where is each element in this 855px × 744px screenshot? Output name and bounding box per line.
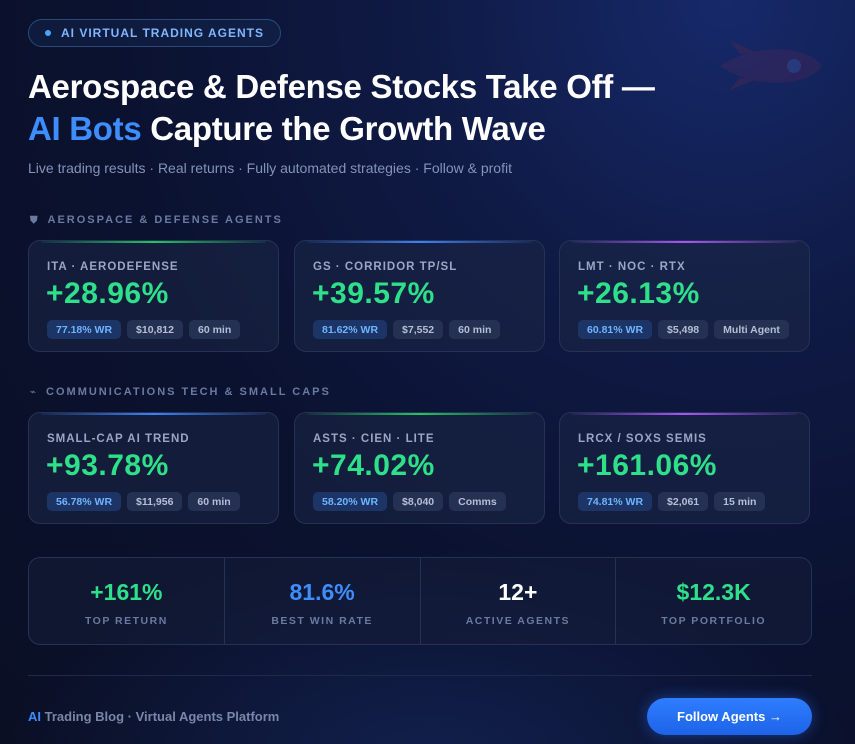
agent-name: SMALL-CAP AI TREND [47, 433, 190, 445]
card-accent-line [572, 241, 797, 243]
card-accent-line [307, 413, 532, 415]
card-accent-line [41, 241, 266, 243]
footer-divider [28, 675, 812, 676]
timeframe-tag: 60 min [189, 320, 241, 339]
win-rate-tag: 81.62% WR [313, 320, 388, 339]
balance-tag: $2,061 [658, 492, 709, 511]
agent-name: ASTS · CIEN · LITE [313, 433, 435, 445]
balance-tag: $7,552 [393, 320, 444, 339]
stat-value: 12+ [498, 579, 538, 605]
agent-name: ITA · AERODEFENSE [47, 261, 179, 273]
category-tag: Comms [449, 492, 506, 511]
section-title: AEROSPACE & DEFENSE AGENTS [47, 214, 283, 226]
stat-value: +161% [90, 579, 163, 605]
rocket-icon [720, 40, 822, 90]
stat-value: 81.6% [289, 579, 355, 605]
stat-top-return: +161% TOP RETURN [29, 558, 224, 644]
title-highlight: AI Bots [28, 110, 142, 147]
agent-card[interactable]: GS · CORRIDOR TP/SL +39.57% 81.62% WR $7… [294, 240, 545, 352]
follow-agents-button[interactable]: Follow Agents → [647, 698, 812, 735]
section-label-aerospace: ⛊ AEROSPACE & DEFENSE AGENTS [30, 214, 283, 226]
agent-card[interactable]: LMT · NOC · RTX +26.13% 60.81% WR $5,498… [559, 240, 810, 352]
timeframe-tag: 60 min [449, 320, 501, 339]
title-line-2: Capture the Growth Wave [141, 110, 546, 147]
agent-card[interactable]: SMALL-CAP AI TREND +93.78% 56.78% WR $11… [28, 412, 279, 524]
satellite-icon: ⌁ [30, 386, 39, 398]
win-rate-tag: 60.81% WR [578, 320, 653, 339]
footer-brand: AI Trading Blog · Virtual Agents Platfor… [28, 709, 279, 724]
balance-tag: $8,040 [393, 492, 444, 511]
agent-return: +161.06% [577, 449, 717, 482]
agent-card[interactable]: LRCX / SOXS SEMIS +161.06% 74.81% WR $2,… [559, 412, 810, 524]
stat-label: TOP PORTFOLIO [661, 615, 767, 627]
footer-ai: AI [28, 709, 41, 724]
stat-active-agents: 12+ ACTIVE AGENTS [419, 558, 616, 644]
agent-name: LRCX / SOXS SEMIS [578, 433, 707, 445]
title-line-1: Aerospace & Defense Stocks Take Off — [28, 68, 655, 105]
timeframe-tag: 60 min [188, 492, 240, 511]
win-rate-tag: 74.81% WR [578, 492, 653, 511]
agent-return: +39.57% [312, 277, 435, 310]
stat-best-win-rate: 81.6% BEST WIN RATE [223, 558, 420, 644]
agent-card[interactable]: ASTS · CIEN · LITE +74.02% 58.20% WR $8,… [294, 412, 545, 524]
stat-top-portfolio: $12.3K TOP PORTFOLIO [615, 558, 811, 644]
card-accent-line [307, 241, 532, 243]
win-rate-tag: 56.78% WR [47, 492, 122, 511]
mode-tag: Multi Agent [714, 320, 789, 339]
stat-value: $12.3K [676, 579, 751, 605]
agent-return: +28.96% [46, 277, 169, 310]
timeframe-tag: 15 min [714, 492, 766, 511]
footer-text: Trading Blog · Virtual Agents Platform [41, 709, 280, 724]
shield-icon: ⛊ [30, 214, 40, 226]
section-title: COMMUNICATIONS TECH & SMALL CAPS [46, 386, 331, 398]
balance-tag: $5,498 [658, 320, 709, 339]
win-rate-tag: 58.20% WR [313, 492, 388, 511]
header-badge: AI VIRTUAL TRADING AGENTS [28, 19, 282, 47]
balance-tag: $11,956 [127, 492, 183, 511]
stats-bar: +161% TOP RETURN 81.6% BEST WIN RATE 12+… [28, 557, 812, 645]
badge-label: AI VIRTUAL TRADING AGENTS [61, 26, 265, 40]
card-accent-line [572, 413, 797, 415]
status-dot-icon [45, 30, 51, 36]
agent-return: +93.78% [46, 449, 169, 482]
stat-label: ACTIVE AGENTS [465, 615, 571, 627]
agent-return: +26.13% [577, 277, 700, 310]
agent-return: +74.02% [312, 449, 435, 482]
agent-name: GS · CORRIDOR TP/SL [313, 261, 458, 273]
win-rate-tag: 77.18% WR [47, 320, 122, 339]
agent-card[interactable]: ITA · AERODEFENSE +28.96% 77.18% WR $10,… [28, 240, 279, 352]
stat-label: TOP RETURN [84, 615, 168, 627]
stat-label: BEST WIN RATE [271, 615, 373, 627]
section-label-communications: ⌁ COMMUNICATIONS TECH & SMALL CAPS [30, 386, 331, 398]
page-title: Aerospace & Defense Stocks Take Off — AI… [28, 66, 655, 150]
agent-name: LMT · NOC · RTX [578, 261, 686, 273]
balance-tag: $10,812 [127, 320, 183, 339]
page-subtitle: Live trading results · Real returns · Fu… [28, 160, 512, 176]
card-accent-line [41, 413, 266, 415]
